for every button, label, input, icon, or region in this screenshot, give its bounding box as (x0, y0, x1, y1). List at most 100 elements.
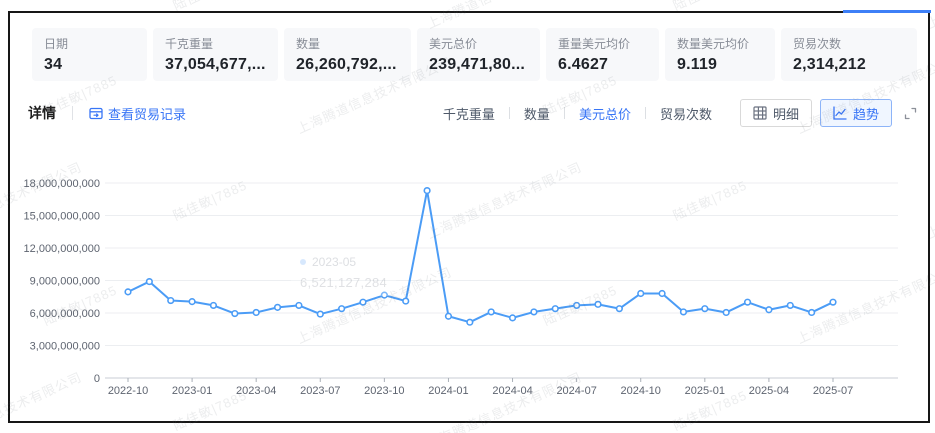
data-point-2025-01[interactable] (701, 305, 709, 313)
y-axis-label: 12,000,000,000 (24, 243, 100, 255)
data-point-2025-07[interactable] (829, 298, 837, 306)
card-label: 数量美元均价 (677, 37, 750, 51)
data-point-2023-05[interactable] (273, 303, 282, 311)
summary-card-2: 千克重量 37,054,677,... (153, 28, 278, 81)
data-point-2023-02[interactable] (209, 301, 218, 310)
data-point-2022-12[interactable] (167, 296, 175, 305)
metric-tab-group: 千克重量 数量 美元总价 贸易次数 (441, 104, 714, 123)
data-point-2024-11[interactable] (658, 289, 666, 298)
card-label: 重量美元均价 (558, 37, 631, 51)
x-axis-label: 2024-01 (428, 385, 468, 397)
summary-card-5: 重量美元均价 6.4627 (546, 28, 659, 81)
y-axis-label: 9,000,000,000 (30, 276, 100, 288)
x-axis-label: 2023-04 (236, 385, 276, 397)
trend-chart-button[interactable]: 趋势 (819, 99, 892, 127)
data-point-2025-04[interactable] (765, 306, 773, 314)
detail-toolbar-left: 详情 查看贸易记录 (28, 98, 186, 128)
data-point-2025-05[interactable] (786, 301, 794, 310)
data-point-2024-01[interactable] (444, 312, 453, 320)
data-point-2023-10[interactable] (380, 291, 388, 299)
data-point-2024-07[interactable] (573, 301, 581, 310)
tab-divider (644, 107, 646, 119)
data-point-2022-11[interactable] (145, 277, 153, 286)
divider (72, 106, 73, 120)
data-point-2024-06[interactable] (551, 305, 559, 313)
summary-card-6: 数量美元均价 9.119 (665, 28, 775, 81)
x-axis-label: 2023-07 (300, 385, 340, 397)
metric-tab-1[interactable]: 千克重量 (442, 106, 495, 122)
tab-divider (508, 107, 510, 119)
detail-title: 详情 (28, 105, 56, 121)
x-axis-label: 2025-07 (813, 385, 853, 397)
view-trade-records-link[interactable]: 查看贸易记录 (89, 104, 186, 123)
metric-tab-3[interactable]: 美元总价 (578, 106, 631, 122)
data-point-2024-02[interactable] (466, 318, 474, 326)
view-trade-records-label: 查看贸易记录 (108, 106, 187, 122)
data-point-2025-06[interactable] (808, 308, 816, 317)
data-point-2023-01[interactable] (188, 298, 196, 306)
data-point-2023-11[interactable] (402, 297, 410, 305)
y-axis-label: 15,000,000,000 (24, 211, 100, 223)
trend-button-label: 趋势 (852, 106, 879, 122)
data-point-2024-12[interactable] (679, 308, 688, 316)
summary-card-3: 数量 26,260,792,... (284, 28, 411, 81)
metric-tab-4[interactable]: 贸易次数 (659, 106, 712, 122)
data-point-2025-02[interactable] (722, 308, 730, 317)
data-point-2024-10[interactable] (637, 289, 645, 298)
trend-line (127, 189, 834, 324)
card-label: 日期 (44, 37, 69, 51)
tab-divider (563, 107, 565, 119)
table-grid-icon (753, 106, 767, 120)
summary-card-4: 美元总价 239,471,80... (417, 28, 540, 81)
detail-table-button[interactable]: 明细 (739, 99, 812, 127)
data-point-2023-09[interactable] (359, 298, 367, 306)
data-point-2023-06[interactable] (295, 301, 303, 310)
data-point-2024-05[interactable] (530, 308, 538, 316)
summary-card-1: 日期 34 (32, 28, 147, 81)
card-label: 贸易次数 (793, 37, 842, 51)
data-point-2023-12[interactable] (423, 186, 431, 195)
card-value: 6.4627 (558, 56, 609, 73)
line-chart-icon (833, 106, 847, 120)
card-label: 数量 (296, 37, 321, 51)
record-window-icon (89, 107, 103, 120)
y-axis-label: 6,000,000,000 (30, 308, 100, 320)
card-value: 9.119 (677, 56, 718, 73)
card-value: 2,314,212 (793, 56, 866, 73)
x-axis-label: 2024-07 (556, 385, 596, 397)
data-point-2024-09[interactable] (615, 305, 623, 313)
x-axis-label: 2024-10 (621, 385, 661, 397)
data-point-2023-07[interactable] (316, 310, 324, 318)
x-axis-label: 2025-01 (685, 385, 725, 397)
data-point-2022-10[interactable] (124, 288, 132, 296)
x-axis-label: 2024-04 (492, 385, 532, 397)
data-point-2024-08[interactable] (594, 300, 602, 308)
card-value: 26,260,792,... (296, 56, 397, 73)
fullscreen-expand-icon[interactable] (904, 107, 917, 120)
top-blue-edge (843, 10, 931, 13)
summary-card-7: 贸易次数 2,314,212 (781, 28, 917, 81)
data-point-2024-03[interactable] (487, 308, 495, 316)
y-axis-label: 0 (94, 373, 100, 385)
card-value: 34 (44, 56, 63, 73)
data-point-2025-03[interactable] (743, 298, 752, 306)
card-value: 37,054,677,... (165, 56, 266, 73)
card-label: 美元总价 (429, 37, 478, 51)
metric-tab-2[interactable]: 数量 (523, 106, 550, 122)
x-axis-label: 2025-04 (749, 385, 789, 397)
data-point-2024-04[interactable] (508, 314, 517, 322)
detail-toolbar: 详情 查看贸易记录 千克重量 数量 美元总价 贸易次数 (28, 98, 917, 128)
x-axis-label: 2023-01 (172, 385, 212, 397)
data-point-2023-04[interactable] (252, 308, 260, 317)
summary-card-row: 日期 34 千克重量 37,054,677,... 数量 26,260,792,... 美元… (32, 28, 920, 81)
data-point-2023-08[interactable] (338, 305, 346, 313)
data-point-2023-03[interactable] (231, 309, 239, 318)
x-axis-label: 2022-10 (108, 385, 148, 397)
card-label: 千克重量 (165, 37, 214, 51)
detail-toolbar-right: 千克重量 数量 美元总价 贸易次数 明细 (441, 98, 917, 128)
card-value: 239,471,80... (429, 56, 526, 73)
y-axis-label: 18,000,000,000 (24, 178, 100, 190)
y-axis-label: 3,000,000,000 (30, 341, 100, 353)
